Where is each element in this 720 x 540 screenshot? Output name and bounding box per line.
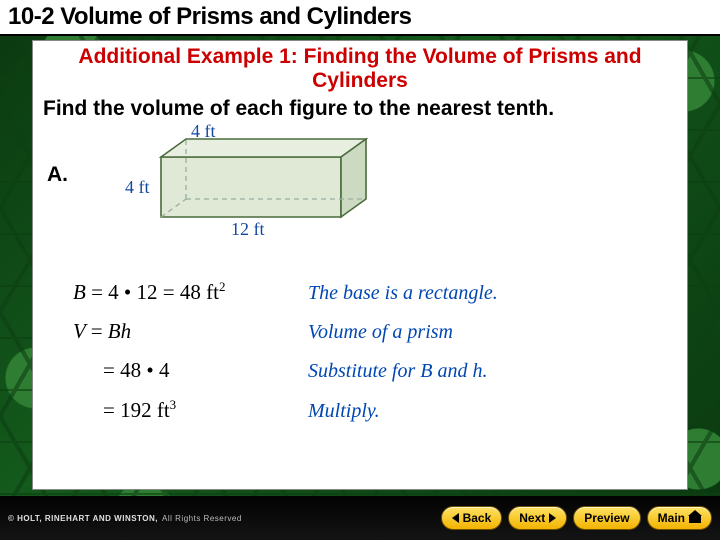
home-icon — [689, 513, 701, 523]
copyright-company: © HOLT, RINEHART AND WINSTON, — [8, 514, 158, 523]
preview-label: Preview — [584, 511, 629, 525]
work-explain: The base is a rectangle. — [308, 282, 498, 305]
work-lhs: B = 4 • 12 = 48 ft2 — [73, 279, 308, 305]
work-row: B = 4 • 12 = 48 ft2 The base is a rectan… — [73, 279, 653, 305]
main-button[interactable]: Main — [647, 506, 712, 530]
work-row: = 48 • 4 Substitute for B and h. — [73, 358, 653, 383]
lesson-title: 10-2 Volume of Prisms and Cylinders — [8, 3, 412, 31]
work-row: V = Bh Volume of a prism — [73, 319, 653, 344]
dim-width: 4 ft — [125, 177, 150, 198]
lesson-title-bar: 10-2 Volume of Prisms and Cylinders — [0, 0, 720, 36]
worked-solution: B = 4 • 12 = 48 ft2 The base is a rectan… — [73, 279, 653, 423]
dim-height: 4 ft — [191, 121, 216, 142]
back-label: Back — [463, 511, 492, 525]
work-lhs: = 48 • 4 — [73, 358, 308, 383]
work-explain: Substitute for B and h. — [308, 360, 487, 383]
copyright: © HOLT, RINEHART AND WINSTON, All Rights… — [8, 514, 242, 523]
work-lhs: = 192 ft3 — [73, 397, 308, 423]
chevron-left-icon — [452, 513, 459, 523]
next-label: Next — [519, 511, 545, 525]
content-panel: Additional Example 1: Finding the Volume… — [32, 40, 688, 490]
work-row: = 192 ft3 Multiply. — [73, 397, 653, 423]
prism-figure: 4 ft 4 ft 12 ft — [131, 127, 391, 267]
preview-button[interactable]: Preview — [573, 506, 640, 530]
back-button[interactable]: Back — [441, 506, 503, 530]
example-header: Additional Example 1: Finding the Volume… — [43, 45, 677, 93]
bottom-nav-bar: © HOLT, RINEHART AND WINSTON, All Rights… — [0, 496, 720, 540]
next-button[interactable]: Next — [508, 506, 567, 530]
chevron-right-icon — [549, 513, 556, 523]
work-explain: Volume of a prism — [308, 321, 453, 344]
main-label: Main — [658, 511, 685, 525]
work-explain: Multiply. — [308, 400, 380, 423]
work-lhs: V = Bh — [73, 319, 308, 344]
part-label: A. — [47, 163, 68, 187]
copyright-rights: All Rights Reserved — [162, 514, 242, 523]
example-prompt: Find the volume of each figure to the ne… — [43, 97, 677, 121]
dim-length: 12 ft — [231, 219, 265, 240]
